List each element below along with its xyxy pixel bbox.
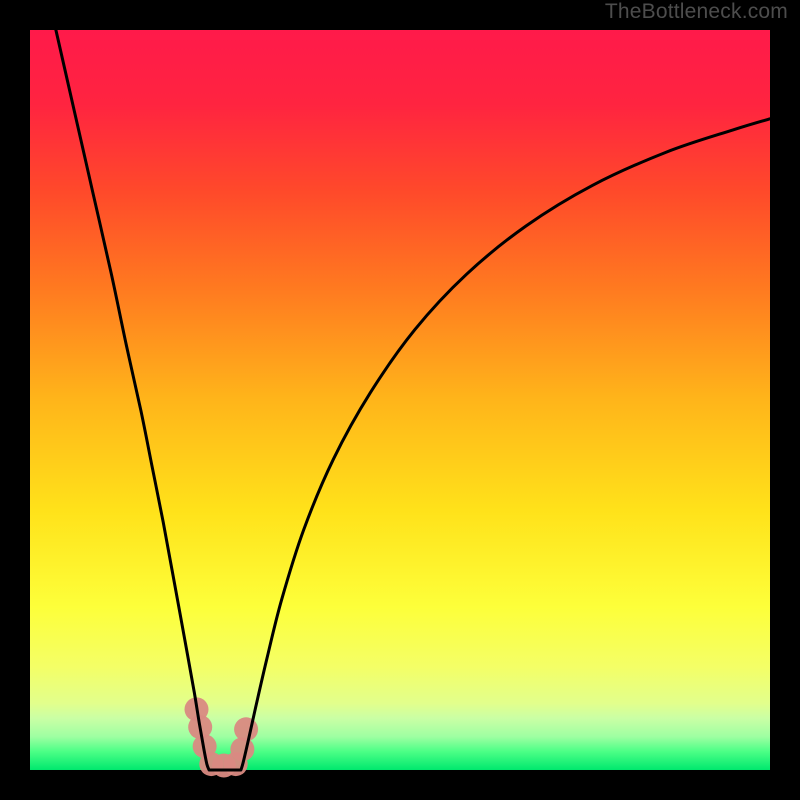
trough-marker (234, 717, 258, 741)
trough-marker (230, 737, 254, 761)
watermark-text: TheBottleneck.com (605, 0, 788, 24)
plot-background (30, 30, 770, 770)
stage: TheBottleneck.com (0, 0, 800, 800)
bottleneck-chart (0, 0, 800, 800)
